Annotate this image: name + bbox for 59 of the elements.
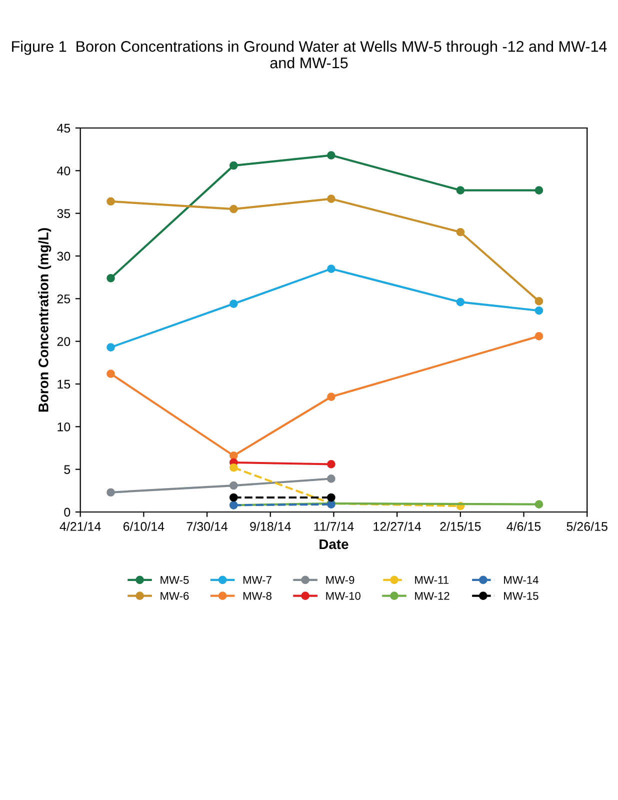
point xyxy=(534,500,544,508)
point xyxy=(327,460,336,468)
point xyxy=(229,463,238,472)
point xyxy=(327,474,336,483)
point xyxy=(229,161,238,170)
point xyxy=(327,264,336,273)
point xyxy=(106,343,115,352)
y-tick-label: 20 xyxy=(57,337,70,346)
legend-label: MW-8 xyxy=(243,592,272,600)
legend-label: MW-7 xyxy=(243,576,272,584)
y-tick-label: 5 xyxy=(64,465,70,474)
point xyxy=(456,228,465,236)
point xyxy=(106,274,115,282)
point xyxy=(106,370,115,378)
legend-label: MW-5 xyxy=(160,576,189,584)
y-tick-label: 45 xyxy=(57,124,70,133)
point xyxy=(327,392,336,401)
legend-label: MW-12 xyxy=(415,592,450,600)
x-tick-label: 4/6/15 xyxy=(506,522,541,531)
point xyxy=(534,297,544,306)
legend-label: MW-11 xyxy=(415,576,448,584)
point xyxy=(327,151,336,160)
point xyxy=(456,298,465,306)
y-tick-label: 35 xyxy=(57,209,70,218)
point xyxy=(456,186,465,194)
legend-label: MW-9 xyxy=(326,576,354,584)
chart-title: Figure 1 Boron Concentrations in Ground Water at Wells MW-5 through -12 and MW-14 and MW-15 xyxy=(12,40,607,68)
x-tick-label: 9/18/14 xyxy=(250,522,291,531)
point xyxy=(534,332,544,340)
point xyxy=(534,186,544,194)
legend-label: MW-6 xyxy=(160,592,189,600)
x-tick-label: 7/30/14 xyxy=(186,522,228,531)
legend-label: MW-14 xyxy=(504,576,538,584)
point xyxy=(229,452,238,460)
legend-label: MW-15 xyxy=(504,592,538,600)
point xyxy=(327,194,336,203)
y-tick-label: 10 xyxy=(58,422,70,432)
legend-label: MW-10 xyxy=(326,592,360,600)
point xyxy=(229,300,238,308)
point xyxy=(229,493,238,502)
x-tick-label: 6/10/14 xyxy=(123,522,164,531)
point xyxy=(229,481,238,490)
x-tick-label: 11/7/14 xyxy=(314,522,354,531)
x-tick-label: 4/21/14 xyxy=(60,522,101,531)
y-axis-title: Boron Concentration (mg/L) xyxy=(38,228,52,412)
point xyxy=(534,306,544,315)
x-tick-label: 12/27/14 xyxy=(374,522,422,531)
point xyxy=(106,488,115,497)
y-tick-label: 40 xyxy=(57,166,70,176)
x-axis-title: Date xyxy=(320,539,348,550)
point xyxy=(106,197,115,206)
point xyxy=(327,493,336,502)
y-tick-label: 0 xyxy=(64,508,70,517)
x-tick-label: 2/15/15 xyxy=(440,522,481,531)
y-tick-label: 25 xyxy=(57,294,70,304)
y-tick-label: 15 xyxy=(58,380,70,389)
x-tick-label: 5/26/15 xyxy=(566,522,608,531)
y-tick-label: 30 xyxy=(57,252,70,261)
point xyxy=(229,204,238,214)
